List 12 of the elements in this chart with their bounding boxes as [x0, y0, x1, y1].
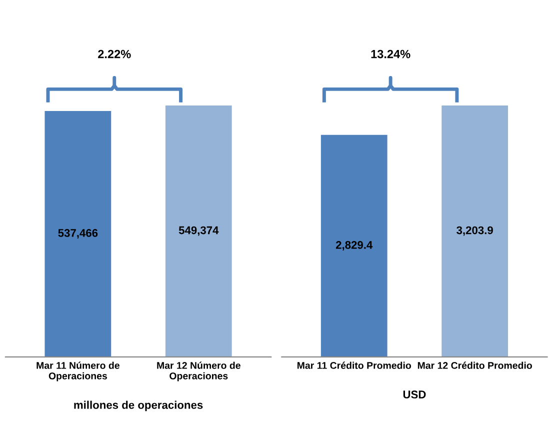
x-tick-label: Mar 11 Crédito Promedio: [297, 362, 412, 369]
text: 13.24%: [371, 50, 410, 58]
text: 2.22%: [98, 50, 131, 58]
data-label: 537,466: [58, 229, 98, 239]
x-axis-title: millones de operaciones: [74, 400, 203, 412]
x-tick-label: Mar 12 Crédito Promedio: [418, 362, 532, 369]
x-axis-title: USD: [403, 390, 426, 398]
x-tick-label: Mar 11 Número de Operaciones: [36, 362, 120, 382]
data-label: 549,374: [178, 226, 219, 236]
data-label: 3,203.9: [456, 226, 493, 236]
x-tick-label: Mar 12 Número de Operaciones: [157, 362, 240, 382]
data-label: 2,829.4: [336, 241, 373, 250]
